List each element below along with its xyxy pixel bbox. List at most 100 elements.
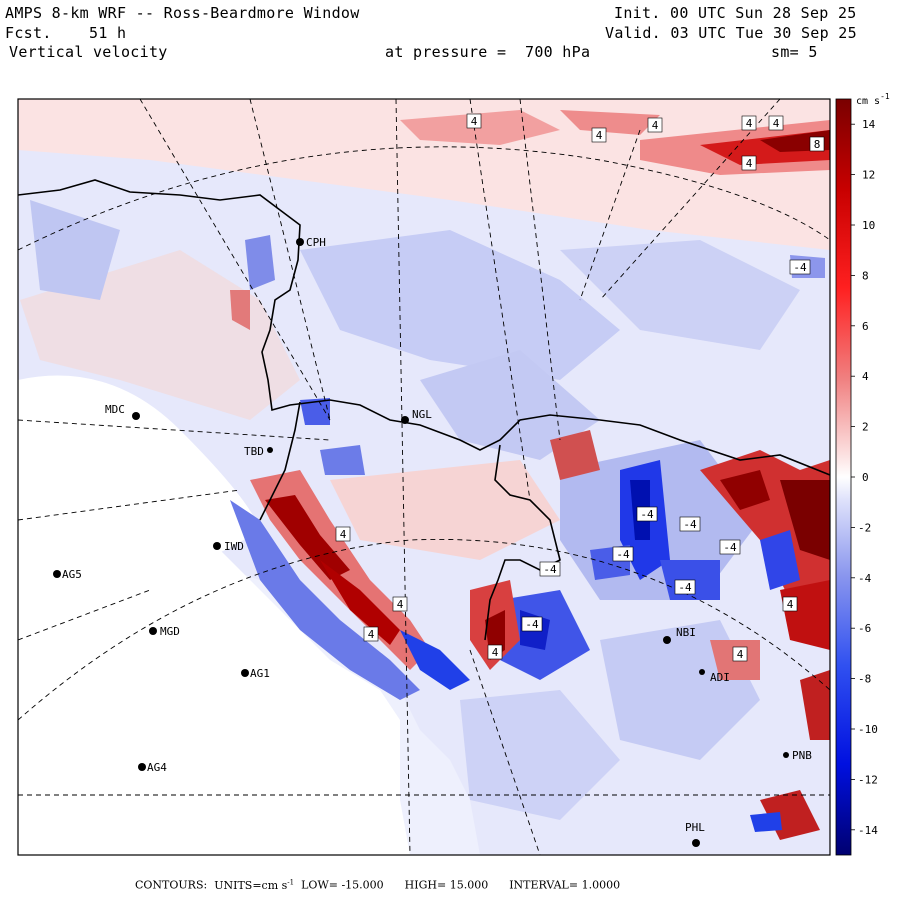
colorbar-tick-label: -2 [858,521,871,534]
station-tbd[interactable]: TBD [244,445,273,458]
station-phl[interactable]: PHL [685,821,705,847]
forecast-line: Fcst. 51 h [5,24,126,42]
contour-label: 4 [487,644,503,660]
svg-text:4: 4 [773,117,780,130]
svg-text:-4: -4 [678,581,692,594]
svg-text:IWD: IWD [224,540,244,553]
svg-text:-4: -4 [543,563,557,576]
contour-interval: INTERVAL= 1.0000 [509,878,621,892]
variable-name: Vertical velocity [9,43,168,61]
station-ag1[interactable]: AG1 [241,667,270,680]
svg-text:AG4: AG4 [147,761,167,774]
svg-text:-4: -4 [723,541,737,554]
svg-text:-4: -4 [525,618,539,631]
contour-label: 4 [741,115,757,131]
svg-text:TBD: TBD [244,445,264,458]
map-frame [17,98,831,856]
contour-label: 4 [741,155,757,171]
colorbar-tick-label: 14 [862,118,876,131]
pressure-value: 700 hPa [524,43,591,61]
colorbar-tick-label: -4 [858,572,872,585]
contour-label: 4 [335,526,351,542]
valid-time: Valid. 03 UTC Tue 30 Sep 25 [605,24,857,42]
contour-label: 4 [768,115,784,131]
contour-info: CONTOURS: UNITS=cm s-1 LOW= -15.000 HIGH… [135,878,620,892]
svg-text:MGD: MGD [160,625,180,638]
svg-text:4: 4 [737,648,744,661]
station-ngl[interactable]: NGL [401,408,432,424]
contour-label: -4 [679,516,701,532]
station-mdc[interactable]: MDC [105,403,140,420]
colorbar-tick-label: 10 [862,219,875,232]
station-adi[interactable]: ADI [699,669,730,684]
init-time: Init. 00 UTC Sun 28 Sep 25 [614,4,857,22]
units-label: UNITS=cm s-1 [214,878,295,892]
svg-text:4: 4 [746,117,753,130]
station-ag5[interactable]: AG5 [53,568,82,581]
svg-text:PNB: PNB [792,749,812,762]
contour-low: LOW= -15.000 [301,878,384,892]
contour-label: 4 [591,127,607,143]
station-iwd[interactable]: IWD [213,540,244,553]
colorbar-tick-label: -12 [858,773,878,786]
colorbar-tick-label: 0 [862,471,869,484]
contour-labels: 4 4 4 4 4 8 4 -4 4 -4 -4 -4 -4 4 4 4 -4 … [335,113,825,662]
contour-label: 4 [363,626,379,642]
contour-label: 8 [809,136,825,152]
svg-text:4: 4 [397,598,404,611]
svg-text:4: 4 [787,598,794,611]
colorbar-ticks: 14 12 10 8 6 4 2 0 -2 -4 -6 -8 -10 -12 -14 [851,118,878,837]
svg-text:4: 4 [596,129,603,142]
station-nbi[interactable]: NBI [663,626,696,644]
pressure-label: at pressure = [385,43,507,61]
station-cph[interactable]: CPH [296,236,326,249]
svg-text:-4: -4 [683,518,697,531]
colorbar-tick-label: -6 [858,622,871,635]
svg-text:-4: -4 [616,548,630,561]
svg-text:-4: -4 [640,508,654,521]
contour-label: -4 [612,546,634,562]
svg-text:4: 4 [368,628,375,641]
colorbar-tick-label: 6 [862,320,869,333]
station-pnb[interactable]: PNB [783,749,812,762]
station-ag4[interactable]: AG4 [138,761,167,774]
colorbar-unit: cm s-1 [856,92,890,107]
smoothing: sm= 5 [771,43,818,61]
svg-text:8: 8 [814,138,821,151]
contour-label: -4 [789,259,811,275]
svg-text:4: 4 [471,115,478,128]
contour-label: -4 [674,579,696,595]
colorbar: cm s-1 14 12 10 8 6 4 2 0 -2 -4 -6 -8 -10 -12 -14 [835,92,890,856]
svg-text:4: 4 [340,528,347,541]
colorbar-tick-label: -10 [858,723,878,736]
svg-text:PHL: PHL [685,821,705,834]
pressure-level: at pressure = 700 hPa [385,43,590,61]
svg-text:NGL: NGL [412,408,432,421]
contour-high: HIGH= 15.000 [404,878,489,892]
colorbar-tick-label: -8 [858,673,871,686]
svg-text:CPH: CPH [306,236,326,249]
contour-label: 4 [466,113,482,129]
colorbar-tick-label: 4 [862,370,869,383]
svg-text:MDC: MDC [105,403,125,416]
svg-text:AG1: AG1 [250,667,270,680]
forecast-label: Fcst. [5,24,52,42]
svg-text:AG5: AG5 [62,568,82,581]
graticule [18,99,830,855]
svg-text:-4: -4 [793,261,807,274]
contour-label: -4 [521,616,543,632]
vertical-velocity-field [18,99,830,855]
colorbar-tick-label: 12 [862,169,875,182]
contour-label: 4 [782,596,798,612]
svg-text:4: 4 [492,646,499,659]
contour-label: 4 [732,646,748,662]
contour-label: -4 [719,539,741,555]
colorbar-tick-label: 2 [862,421,869,434]
svg-text:ADI: ADI [710,671,730,684]
svg-text:NBI: NBI [676,626,696,639]
station-mgd[interactable]: MGD [149,625,180,638]
contours-label: CONTOURS: [135,878,208,892]
colorbar-scale [835,98,852,856]
station-markers: CPH MDC NGL IWD AG5 MGD AG1 AG4 NBI PHL … [53,236,812,847]
